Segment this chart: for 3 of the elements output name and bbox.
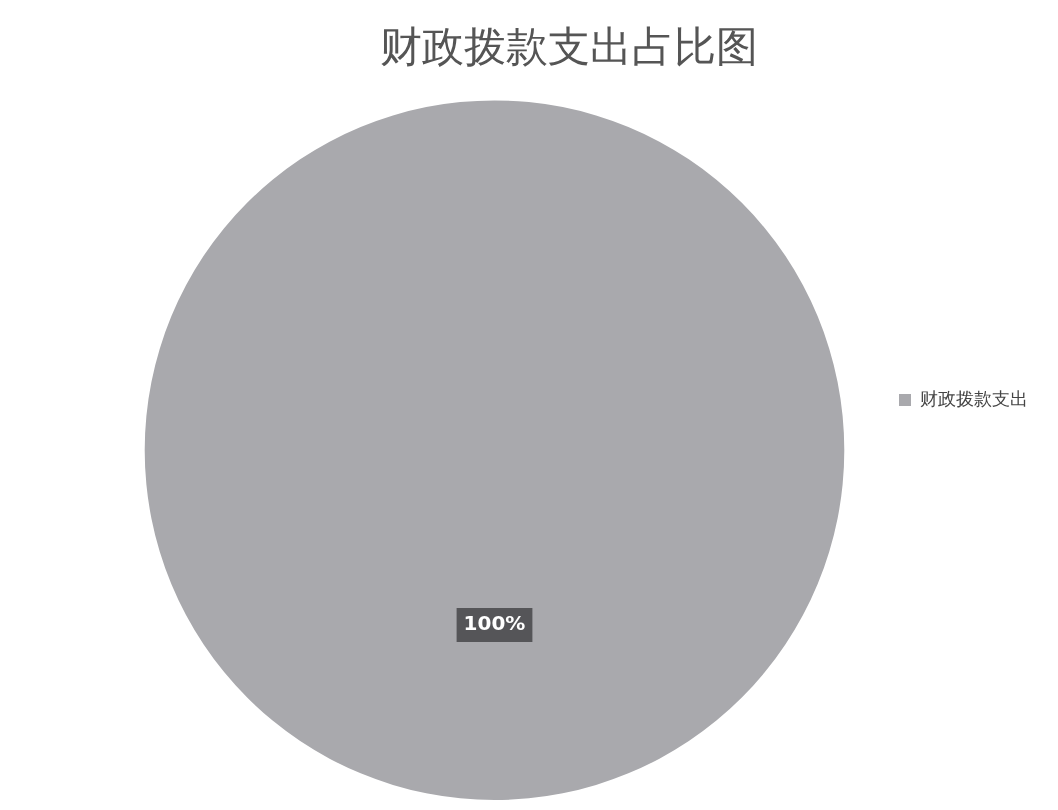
- legend-label: 财政拨款支出: [920, 387, 1028, 409]
- chart-title: 财政拨款支出占比图: [380, 22, 758, 72]
- data-label: 100%: [463, 611, 526, 636]
